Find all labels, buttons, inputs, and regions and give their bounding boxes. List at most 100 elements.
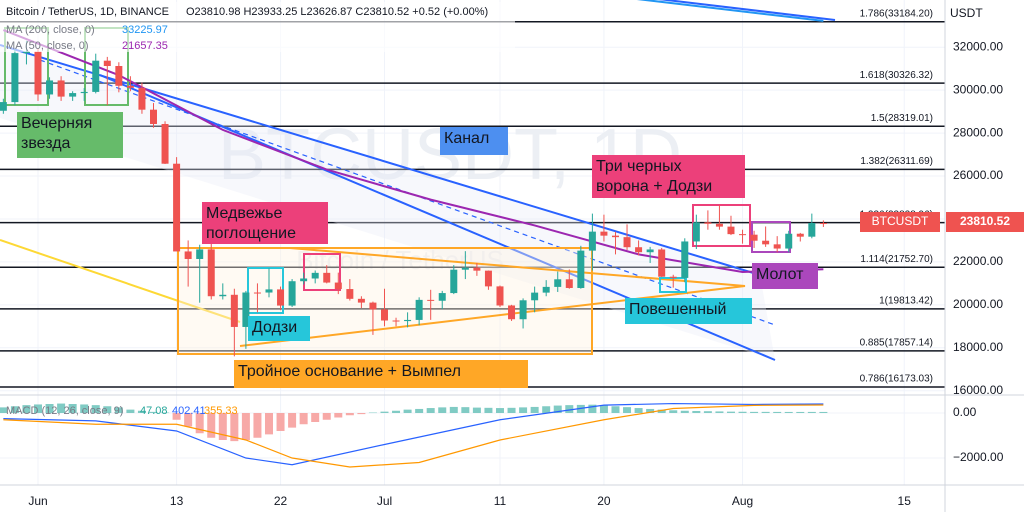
x-tick-label: Jun <box>28 494 47 508</box>
candle-body <box>22 51 30 54</box>
histogram-bar <box>553 405 562 413</box>
histogram-bar <box>738 411 747 413</box>
histogram-bar <box>137 410 146 413</box>
histogram-bar <box>253 413 262 438</box>
y-tick-label: 32000.00 <box>953 39 1003 53</box>
candle-body <box>600 231 608 236</box>
candle-body <box>34 51 42 95</box>
histogram-bar <box>449 406 458 413</box>
candle-body <box>715 223 723 227</box>
histogram-bar <box>495 408 504 413</box>
candle-body <box>184 251 192 259</box>
annotation-box <box>752 263 818 289</box>
x-tick-label: Aug <box>732 494 753 508</box>
indicator-name: MA (50, close, 0) <box>6 40 89 52</box>
candle-body <box>149 109 157 124</box>
histogram-bar <box>380 411 389 413</box>
candle-body <box>277 289 285 306</box>
histogram-bar <box>484 407 493 413</box>
histogram-bar <box>807 411 816 413</box>
candle-body <box>300 278 308 282</box>
histogram-bar <box>230 413 239 442</box>
candle-body <box>785 233 793 249</box>
x-tick-label: Jul <box>377 494 392 508</box>
x-tick-label: 15 <box>898 494 912 508</box>
candle-body <box>92 60 100 92</box>
candle-body <box>346 289 354 299</box>
histogram-bar <box>91 405 100 413</box>
fib-label: 1(19813.42) <box>879 295 933 306</box>
histogram-bar <box>507 407 516 413</box>
histogram-bar <box>264 413 273 435</box>
candle-body <box>0 102 7 111</box>
indicator-name: MA (200, close, 0) <box>6 24 95 36</box>
candle-body <box>69 93 77 97</box>
candle-body <box>577 250 585 288</box>
candle-body <box>658 249 666 277</box>
candle-body <box>369 302 377 310</box>
candle-body <box>415 299 423 320</box>
histogram-bar <box>784 411 793 413</box>
histogram-bar <box>726 411 735 413</box>
candle-body <box>404 319 412 322</box>
histogram-bar <box>403 409 412 413</box>
candle-body <box>461 267 469 270</box>
candle-body <box>80 91 88 94</box>
candle-body <box>808 223 816 237</box>
histogram-bar <box>357 413 366 415</box>
histogram-bar <box>114 407 123 413</box>
histogram-bar <box>149 411 158 413</box>
x-tick-label: 13 <box>170 494 184 508</box>
candle-body <box>496 286 504 306</box>
fib-label: 1.786(33184.20) <box>860 8 933 19</box>
histogram-bar <box>599 405 608 413</box>
x-tick-label: 20 <box>597 494 611 508</box>
fib-label: 1.5(28319.01) <box>871 113 933 124</box>
annotation-text: Вечерняя <box>21 115 92 132</box>
candle-body <box>692 222 700 242</box>
histogram-bar <box>334 413 343 418</box>
histogram-bar <box>646 408 655 413</box>
indicator-value: 47.08 <box>140 405 168 417</box>
candle-body <box>392 320 400 322</box>
histogram-bar <box>472 407 481 413</box>
y-tick-label: 18000.00 <box>953 340 1003 354</box>
candle-body <box>380 309 388 321</box>
indicator-value: 21657.35 <box>122 40 168 52</box>
y-tick-label: 26000.00 <box>953 168 1003 182</box>
candle-body <box>727 226 735 235</box>
candle-body <box>427 299 435 301</box>
histogram-bar <box>542 406 551 413</box>
histogram-bar <box>426 408 435 413</box>
indicator-name: MACD (12, 26, close, 9) <box>6 405 123 417</box>
candle-body <box>242 292 250 327</box>
candle-body <box>253 292 261 294</box>
histogram-bar <box>703 411 712 413</box>
annotation-box <box>248 316 310 341</box>
histogram-bar <box>680 410 689 413</box>
symbol-tag-bg <box>860 212 940 232</box>
candle-body <box>646 249 654 253</box>
indicator-value: 33225.97 <box>122 24 168 36</box>
y2-tick-label: 0.00 <box>953 405 977 419</box>
candle-body <box>669 276 677 278</box>
candle-body <box>115 66 123 86</box>
annotation-box <box>202 202 328 244</box>
histogram-bar <box>218 413 227 440</box>
histogram-bar <box>195 413 204 434</box>
candle-body <box>57 80 65 97</box>
indicator-value: 355.33 <box>204 405 238 417</box>
histogram-bar <box>519 407 528 413</box>
candle-body <box>138 87 146 110</box>
candle-body <box>230 294 238 327</box>
candle-body <box>508 305 516 320</box>
legend-bg <box>0 2 515 52</box>
price-tag-bg <box>946 212 1024 232</box>
candle-body <box>46 80 54 95</box>
fib-label: 0.885(17857.14) <box>860 337 933 348</box>
candle-body <box>704 222 712 224</box>
histogram-bar <box>796 411 805 413</box>
candle-body <box>450 269 458 294</box>
candle-body <box>565 279 573 288</box>
candle-body <box>796 233 804 237</box>
